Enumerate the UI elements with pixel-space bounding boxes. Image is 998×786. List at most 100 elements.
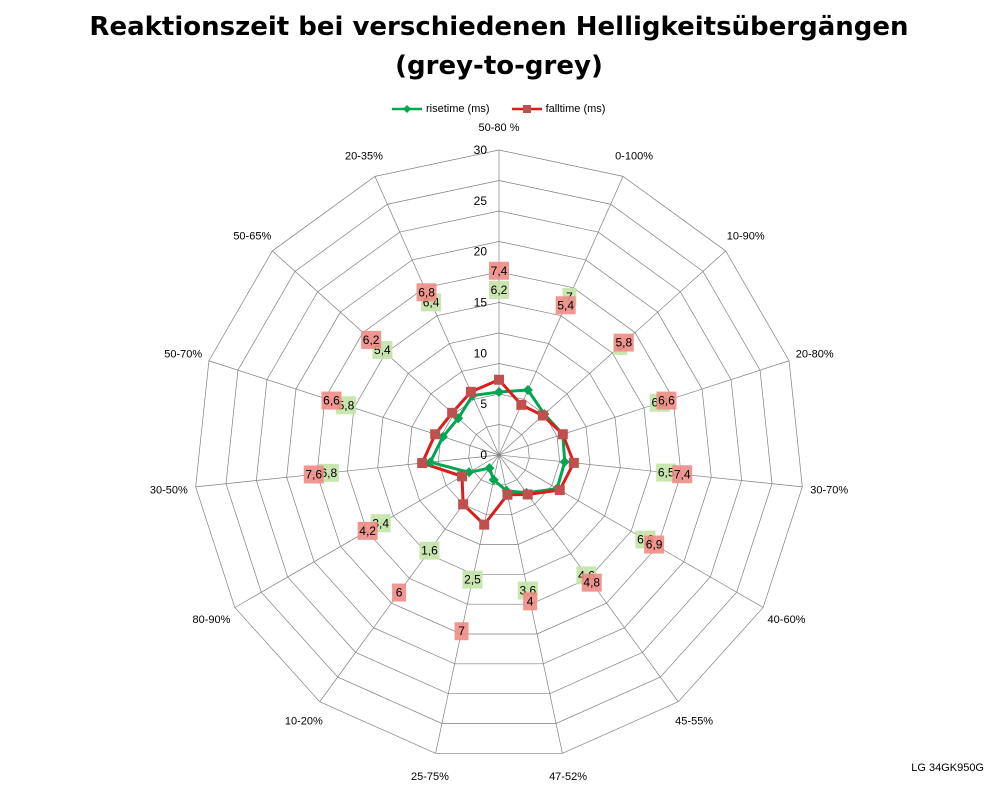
falltime-point [557,429,568,440]
legend-risetime-label: risetime (ms) [426,103,490,115]
grid-spoke [498,360,790,456]
falltime-data-label: 5,8 [615,336,632,350]
risetime-series-line [428,388,567,495]
legend-falltime-label: falltime (ms) [545,103,606,115]
risetime-data-label: 1,6 [421,544,438,558]
grid-spoke [498,454,803,488]
falltime-data-label-bg [454,622,469,641]
risetime-point [425,457,436,468]
falltime-data-label-bg [581,573,602,592]
grid-spoke [498,176,624,456]
legend-item-risetime: risetime (ms) [392,103,490,115]
category-label: 20-80% [796,349,834,361]
falltime-data-label-bg [613,333,634,352]
falltime-point [430,429,441,440]
risetime-data-label-bg [318,463,339,482]
risetime-data-label: 2,5 [464,573,481,587]
radial-tick-label: 25 [474,194,488,208]
falltime-data-label-bg [644,535,665,554]
falltime-data-label: 4,8 [583,576,600,590]
legend: risetime (ms) falltime (ms) [392,100,627,118]
radial-tick-label: 30 [474,143,488,157]
risetime-data-label-bg [489,280,509,299]
falltime-point [457,471,468,482]
falltime-data-label: 4,2 [359,524,376,538]
risetime-point [488,474,499,485]
category-label: 30-50% [150,484,188,496]
falltime-data-label: 6,9 [646,538,663,552]
grid-ring [377,332,621,575]
category-label: 47-52% [549,771,587,783]
falltime-point [502,489,513,500]
risetime-data-label: 6,2 [491,283,508,297]
falltime-data-label: 7,6 [305,467,322,481]
falltime-series-line [420,378,576,527]
falltime-data-label-bg [392,583,407,602]
category-label: 80-90% [193,614,231,626]
grid-ring [255,210,743,695]
falltime-data-label-bg [489,261,509,280]
grid-ring [346,302,652,605]
category-label: 20-35% [345,150,383,162]
falltime-data-label-bg [656,391,677,410]
falltime-data-label: 7 [458,624,465,638]
falltime-data-label: 6,2 [363,333,380,347]
grid-ring [437,393,561,516]
category-label: 50-65% [233,231,271,243]
risetime-data-label-bg [656,463,677,482]
falltime-point [417,458,428,469]
falltime-data-label-bg [303,465,324,484]
risetime-point [484,463,495,474]
risetime-point [437,431,448,442]
risetime-point [494,386,504,397]
chart-title: Reaktionszeit bei verschiedenen Helligke… [0,8,998,86]
falltime-data-label-bg [321,391,342,410]
category-label: 50-80 % [479,122,520,134]
falltime-data-label: 6,6 [323,394,340,408]
grid-ring [316,271,682,635]
falltime-point [447,407,458,418]
radial-tick-label: 0 [480,448,487,462]
grid-spoke [498,250,726,456]
category-label: 30-70% [810,484,848,496]
falltime-point [465,386,476,397]
radial-tick-label: 10 [474,346,488,360]
falltime-data-label-bg [361,330,382,349]
category-label: 40-60% [768,614,806,626]
falltime-data-label-bg [416,283,437,302]
falltime-point [479,519,490,530]
legend-risetime-marker [392,105,422,113]
legend-item-falltime: falltime (ms) [511,103,606,115]
category-label: 50-70% [164,349,202,361]
grid-ring [407,363,591,545]
risetime-point [559,456,570,467]
falltime-point [516,399,527,410]
falltime-data-label: 7,4 [674,467,691,481]
falltime-data-label: 5,4 [557,298,574,312]
grid-ring [195,149,803,754]
category-label: 10-20% [285,715,323,727]
falltime-data-label: 4 [527,594,534,608]
falltime-data-label-bg [555,296,576,315]
chart-title-line1: Reaktionszeit bei verschiedenen Helligke… [89,12,909,42]
falltime-point [568,457,579,468]
radial-tick-label: 20 [474,245,488,259]
falltime-point [458,499,469,510]
falltime-point [494,374,504,385]
grid-spoke [498,454,764,608]
falltime-data-label: 6 [396,586,403,600]
monitor-model-label: LG 34GK950G [911,762,984,774]
falltime-data-label: 7,4 [491,264,508,278]
radial-tick-label: 15 [474,296,488,310]
category-label: 25-75% [411,771,449,783]
grid-spoke [374,176,500,456]
grid-spoke [195,454,500,488]
falltime-data-label-bg [357,521,378,540]
falltime-data-label-bg [523,592,538,611]
risetime-data-label: 5,8 [338,398,355,412]
falltime-point [554,485,565,496]
grid-ring [225,180,773,724]
falltime-point [522,489,533,500]
falltime-data-label-bg [672,465,693,484]
